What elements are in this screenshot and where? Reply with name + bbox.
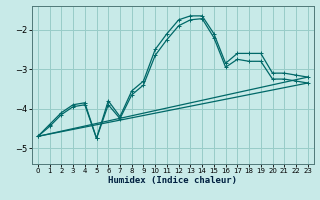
X-axis label: Humidex (Indice chaleur): Humidex (Indice chaleur): [108, 176, 237, 185]
